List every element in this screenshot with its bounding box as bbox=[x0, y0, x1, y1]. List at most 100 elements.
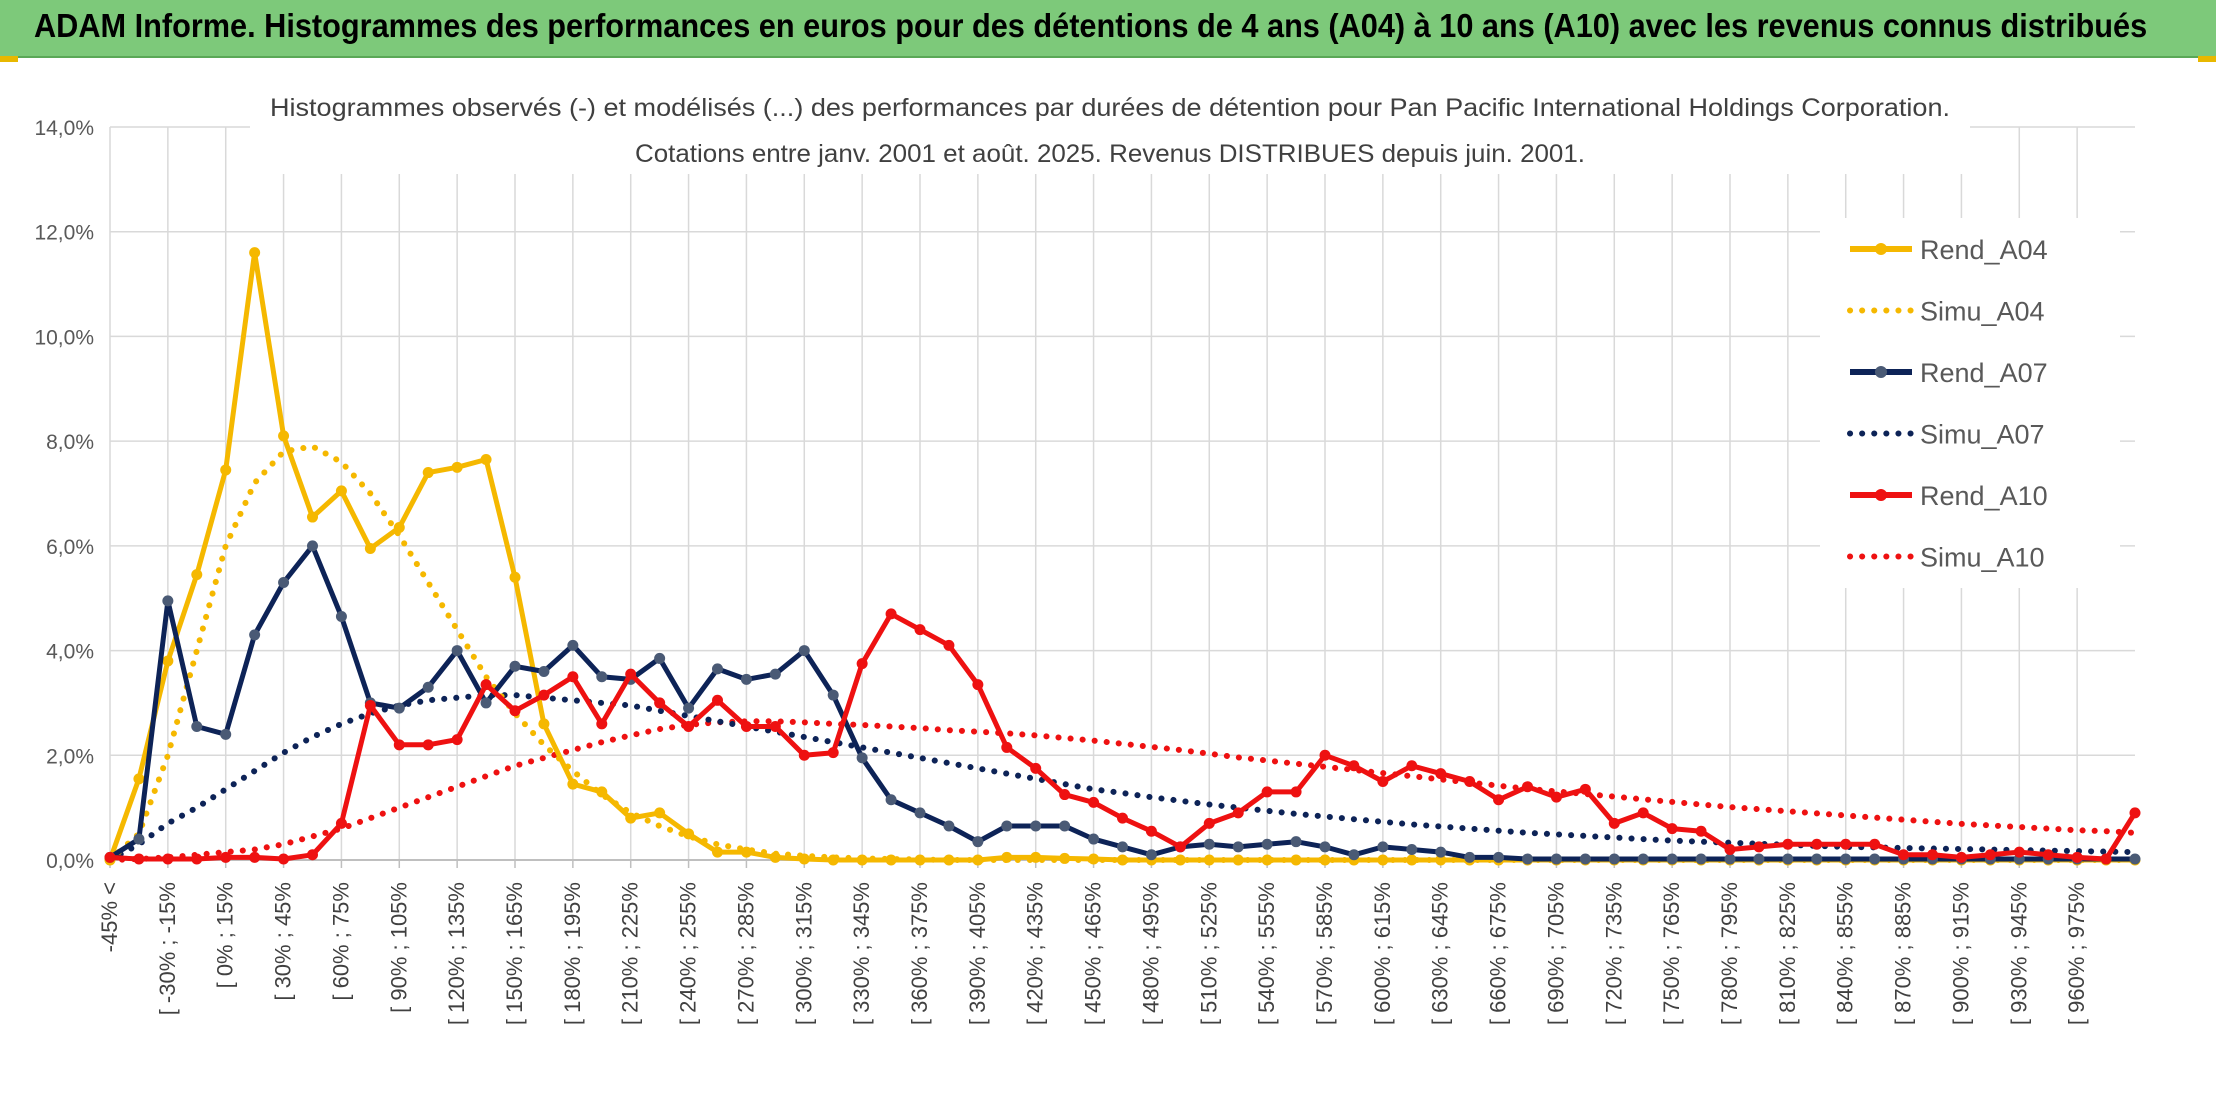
data-point bbox=[393, 739, 405, 751]
data-point bbox=[278, 577, 290, 589]
data-point bbox=[596, 786, 608, 798]
legend-label: Rend_A07 bbox=[1920, 358, 2048, 388]
data-point bbox=[1493, 851, 1505, 863]
series-rend-a10 bbox=[104, 608, 2141, 865]
data-point bbox=[480, 679, 492, 691]
data-point bbox=[1319, 854, 1331, 866]
data-point bbox=[2013, 846, 2025, 858]
series-simu-a10 bbox=[107, 718, 2138, 863]
y-tick-label: 0,0% bbox=[46, 850, 94, 873]
data-point bbox=[769, 668, 781, 680]
x-tick-label: [ 810% ; 825% bbox=[1775, 882, 1800, 1025]
data-point bbox=[972, 854, 984, 866]
data-point bbox=[1840, 853, 1852, 865]
data-point bbox=[1695, 853, 1707, 865]
data-point bbox=[1059, 789, 1071, 801]
data-point bbox=[278, 853, 290, 865]
legend-marker bbox=[1875, 243, 1887, 255]
x-tick-label: [ 510% ; 525% bbox=[1196, 882, 1221, 1025]
data-point bbox=[162, 595, 174, 607]
data-point bbox=[538, 689, 550, 701]
data-point bbox=[1232, 841, 1244, 853]
series-simu-a04 bbox=[107, 443, 2138, 863]
data-point bbox=[451, 734, 463, 746]
data-point bbox=[220, 851, 232, 863]
data-point bbox=[509, 571, 521, 583]
data-point bbox=[1493, 794, 1505, 806]
data-point bbox=[1464, 775, 1476, 787]
data-point bbox=[1319, 749, 1331, 761]
x-tick-label: [ 120% ; 135% bbox=[444, 882, 469, 1025]
x-tick-label: [ 570% ; 585% bbox=[1312, 882, 1337, 1025]
legend-item: Simu_A04 bbox=[1847, 297, 2045, 327]
x-tick-label: [ 660% ; 675% bbox=[1486, 882, 1511, 1025]
data-point bbox=[249, 629, 261, 641]
x-tick-label: [ 450% ; 465% bbox=[1081, 882, 1106, 1025]
x-tick-label: [ 870% ; 885% bbox=[1891, 882, 1916, 1025]
data-point bbox=[2129, 853, 2141, 865]
data-point bbox=[1579, 853, 1591, 865]
data-point bbox=[1869, 853, 1881, 865]
data-point bbox=[220, 464, 232, 476]
data-point bbox=[1145, 849, 1157, 861]
data-point bbox=[683, 720, 695, 732]
data-point bbox=[1406, 760, 1418, 772]
data-point bbox=[1840, 838, 1852, 850]
data-point bbox=[740, 673, 752, 685]
legend-marker bbox=[1875, 366, 1887, 378]
data-point bbox=[220, 728, 232, 740]
legend-background bbox=[1820, 218, 2120, 588]
data-point bbox=[827, 689, 839, 701]
y-tick-label: 6,0% bbox=[46, 536, 94, 559]
data-point bbox=[1637, 807, 1649, 819]
data-point bbox=[451, 645, 463, 657]
x-tick-label: [ 150% ; 165% bbox=[502, 882, 527, 1025]
data-point bbox=[1001, 820, 1013, 832]
data-point bbox=[1117, 854, 1128, 866]
data-point bbox=[596, 671, 608, 683]
data-point bbox=[1782, 838, 1794, 850]
x-tick-label: [ 900% ; 915% bbox=[1948, 882, 1973, 1025]
x-tick-label: [ -30% ; -15% bbox=[155, 882, 180, 1015]
legend: Rend_A04 Simu_A04 Rend_A07 Simu_A07 Rend_A10… bbox=[1820, 218, 2120, 588]
data-point bbox=[1261, 786, 1273, 798]
data-point bbox=[364, 700, 376, 712]
data-point bbox=[1001, 741, 1013, 753]
data-point bbox=[1088, 833, 1100, 845]
data-point bbox=[1059, 852, 1071, 864]
data-point bbox=[1753, 853, 1765, 865]
data-point bbox=[1435, 846, 1447, 858]
data-point bbox=[422, 739, 434, 751]
data-point bbox=[1782, 853, 1794, 865]
data-point bbox=[1001, 851, 1013, 863]
series-line bbox=[107, 443, 2138, 863]
data-point bbox=[422, 681, 434, 693]
x-tick-label: [ 690% ; 705% bbox=[1543, 882, 1568, 1025]
data-point bbox=[943, 820, 955, 832]
x-tick-label: [ 180% ; 195% bbox=[560, 882, 585, 1025]
data-point bbox=[509, 660, 521, 672]
x-tick-label: -45% < bbox=[97, 882, 122, 952]
data-point bbox=[1550, 791, 1562, 803]
x-tick-label: [ 600% ; 615% bbox=[1370, 882, 1395, 1025]
corner-mark-right bbox=[2198, 56, 2216, 62]
data-point bbox=[712, 694, 723, 706]
y-tick-label: 10,0% bbox=[34, 326, 94, 349]
data-point bbox=[1955, 851, 1967, 863]
x-tick-label: [ 480% ; 495% bbox=[1138, 882, 1163, 1025]
data-point bbox=[1290, 786, 1302, 798]
legend-label: Rend_A10 bbox=[1920, 481, 2048, 511]
x-tick-label: [ 840% ; 855% bbox=[1833, 882, 1858, 1025]
data-point bbox=[914, 854, 926, 866]
x-tick-label: [ 420% ; 435% bbox=[1023, 882, 1048, 1025]
data-point bbox=[654, 697, 666, 709]
data-point bbox=[422, 467, 434, 479]
legend-label: Simu_A04 bbox=[1920, 297, 2045, 327]
data-point bbox=[162, 655, 174, 667]
x-tick-label: [ 270% ; 285% bbox=[733, 882, 758, 1025]
data-point bbox=[1522, 781, 1533, 793]
data-point bbox=[1522, 853, 1533, 865]
series-simu-a07 bbox=[107, 692, 2138, 863]
data-point bbox=[769, 851, 781, 863]
data-point bbox=[740, 846, 752, 858]
